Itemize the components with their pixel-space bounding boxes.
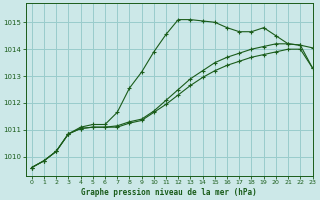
X-axis label: Graphe pression niveau de la mer (hPa): Graphe pression niveau de la mer (hPa) <box>81 188 257 197</box>
